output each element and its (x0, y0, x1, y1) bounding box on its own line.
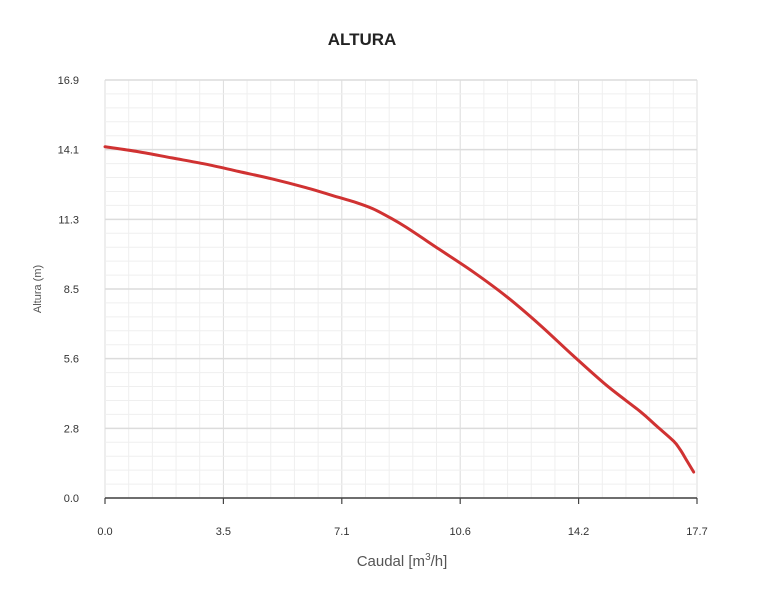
x-tick-label: 17.7 (686, 526, 707, 538)
x-tick-label: 3.5 (216, 526, 231, 538)
axes (104, 497, 698, 504)
y-tick-label: 5.6 (64, 354, 79, 366)
y-tick-label: 11.3 (58, 214, 79, 226)
series-layer (103, 145, 696, 474)
x-tick-label: 14.2 (568, 526, 589, 538)
series-line-altura (103, 145, 696, 474)
y-tick-label: 8.5 (64, 284, 79, 296)
grid (104, 79, 698, 499)
x-tick-label: 7.1 (334, 526, 349, 538)
labels: 0.0 3.5 7.1 10.6 14.2 17.7 0.0 2.8 5.6 8.5 11.3 14.… (32, 30, 708, 570)
y-tick-label: 14.1 (58, 145, 79, 157)
y-tick-label: 2.8 (64, 423, 79, 435)
y-tick-label: 0.0 (64, 493, 79, 505)
x-axis-title: Caudal [m3/h] (357, 552, 448, 570)
y-tick-label: 16.9 (58, 75, 79, 87)
chart-title: ALTURA (328, 30, 397, 49)
y-axis-title: Altura (m) (32, 265, 44, 313)
x-tick-label: 10.6 (449, 526, 470, 538)
x-tick-label: 0.0 (97, 526, 112, 538)
